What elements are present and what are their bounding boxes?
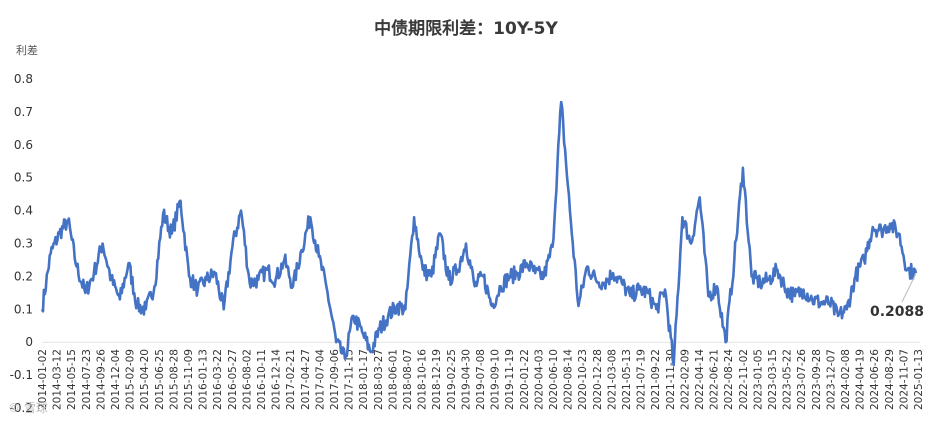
x-tick-label: 2024-02-08	[840, 349, 852, 410]
x-tick-label: 2023-07-26	[796, 349, 808, 410]
annotation-leader	[901, 273, 917, 303]
x-tick-label: 2016-10-11	[256, 349, 268, 410]
annotation-label: 0.2088	[870, 304, 924, 320]
x-tick-label: 2017-07-04	[314, 349, 326, 410]
x-tick-label: 2020-01-22	[519, 349, 531, 410]
y-axis-label: 利差	[16, 43, 38, 57]
x-tick-label: 2014-05-15	[66, 349, 78, 410]
x-tick-label: 2015-06-25	[154, 349, 166, 410]
x-tick-label: 2018-08-07	[402, 349, 414, 410]
x-tick-label: 2023-09-28	[811, 349, 823, 410]
x-tick-label: 2016-05-27	[227, 349, 239, 410]
x-tick-label: 2023-01-05	[752, 349, 764, 410]
x-tick-label: 2018-06-01	[387, 349, 399, 410]
x-tick-label: 2019-04-30	[460, 349, 472, 410]
x-tick-label: 2022-11-02	[738, 349, 750, 410]
x-tick-label: 2016-12-14	[271, 349, 283, 410]
x-tick-label: 2025-01-13	[913, 349, 925, 410]
x-tick-label: 2017-09-06	[329, 349, 341, 410]
x-tick-label: 2019-11-19	[504, 349, 516, 410]
x-tick-label: 2023-12-07	[825, 349, 837, 410]
x-tick-label: 2018-03-27	[373, 349, 385, 410]
x-tick-label: 2015-02-09	[125, 349, 137, 410]
x-tick-label: 2022-04-14	[694, 349, 706, 410]
x-tick-label: 2021-03-08	[606, 349, 618, 410]
x-tick-label: 2023-05-22	[782, 349, 794, 410]
x-tick-label: 2021-07-19	[636, 349, 648, 410]
chart-title: 中债期限利差：10Y-5Y	[374, 18, 558, 39]
x-tick-label: 2024-04-19	[855, 349, 867, 410]
y-tick-label: 0.7	[14, 105, 33, 119]
y-tick-label: -0.2	[10, 401, 33, 415]
x-tick-label: 2019-09-10	[490, 349, 502, 410]
y-tick-label: 0.3	[14, 237, 33, 251]
x-tick-label: 2020-06-10	[548, 349, 560, 410]
x-tick-label: 2016-01-13	[198, 349, 210, 410]
x-tick-label: 2020-04-03	[533, 349, 545, 410]
x-tick-label: 2014-09-26	[95, 349, 107, 410]
x-tick-label: 2022-06-21	[709, 349, 721, 410]
x-tick-label: 2014-07-23	[81, 349, 93, 410]
x-tick-label: 2019-02-25	[446, 349, 458, 410]
x-tick-label: 2021-09-22	[650, 349, 662, 410]
y-tick-label: 0.6	[14, 138, 33, 152]
x-tick-label: 2024-11-07	[898, 349, 910, 410]
x-tick-label: 2017-11-15	[344, 349, 356, 410]
y-ticks: -0.2 -0.1 0 0.1 0.2 0.3 0.4 0.5 0.6 0.7 0.8	[10, 72, 33, 415]
x-tick-label: 2024-08-29	[884, 349, 896, 410]
x-tick-label: 2014-01-02	[37, 349, 49, 410]
x-tick-label: 2020-08-14	[563, 349, 575, 410]
y-tick-label: 0	[25, 335, 33, 349]
x-tick-label: 2022-08-24	[723, 349, 735, 410]
x-tick-label: 2020-12-28	[592, 349, 604, 410]
x-tick-label: 2015-08-28	[168, 349, 180, 410]
x-tick-label: 2015-11-09	[183, 349, 195, 410]
x-tick-label: 2018-10-16	[417, 349, 429, 410]
x-tick-label: 2017-02-21	[285, 349, 297, 410]
x-tick-label: 2024-06-26	[869, 349, 881, 410]
series-line	[40, 100, 918, 367]
x-tick-label: 2014-12-04	[110, 349, 122, 410]
x-tick-label: 2021-05-13	[621, 349, 633, 410]
x-tick-label: 2014-03-12	[52, 349, 64, 410]
x-tick-label: 2018-01-17	[358, 349, 370, 410]
x-tick-label: 2016-08-02	[241, 349, 253, 410]
x-ticks: 2014-01-02 2014-03-12 2014-05-15 2014-07-23…	[37, 349, 925, 410]
watermark: © 雪球	[8, 401, 48, 415]
x-tick-label: 2022-02-09	[679, 349, 691, 410]
x-tick-label: 2018-12-19	[431, 349, 443, 410]
y-tick-label: 0.5	[14, 171, 33, 185]
x-tick-label: 2015-04-20	[139, 349, 151, 410]
x-tick-label: 2020-10-23	[577, 349, 589, 410]
y-tick-label: 0.4	[14, 204, 33, 218]
y-tick-label: 0.1	[14, 302, 33, 316]
x-tick-label: 2016-03-22	[212, 349, 224, 410]
y-tick-label: 0.8	[14, 72, 33, 86]
x-tick-label: 2023-03-15	[767, 349, 779, 410]
x-tick-label: 2019-07-08	[475, 349, 487, 410]
y-tick-label: -0.1	[10, 368, 33, 382]
x-tick-label: 2017-04-27	[300, 349, 312, 410]
y-tick-label: 0.2	[14, 269, 33, 283]
